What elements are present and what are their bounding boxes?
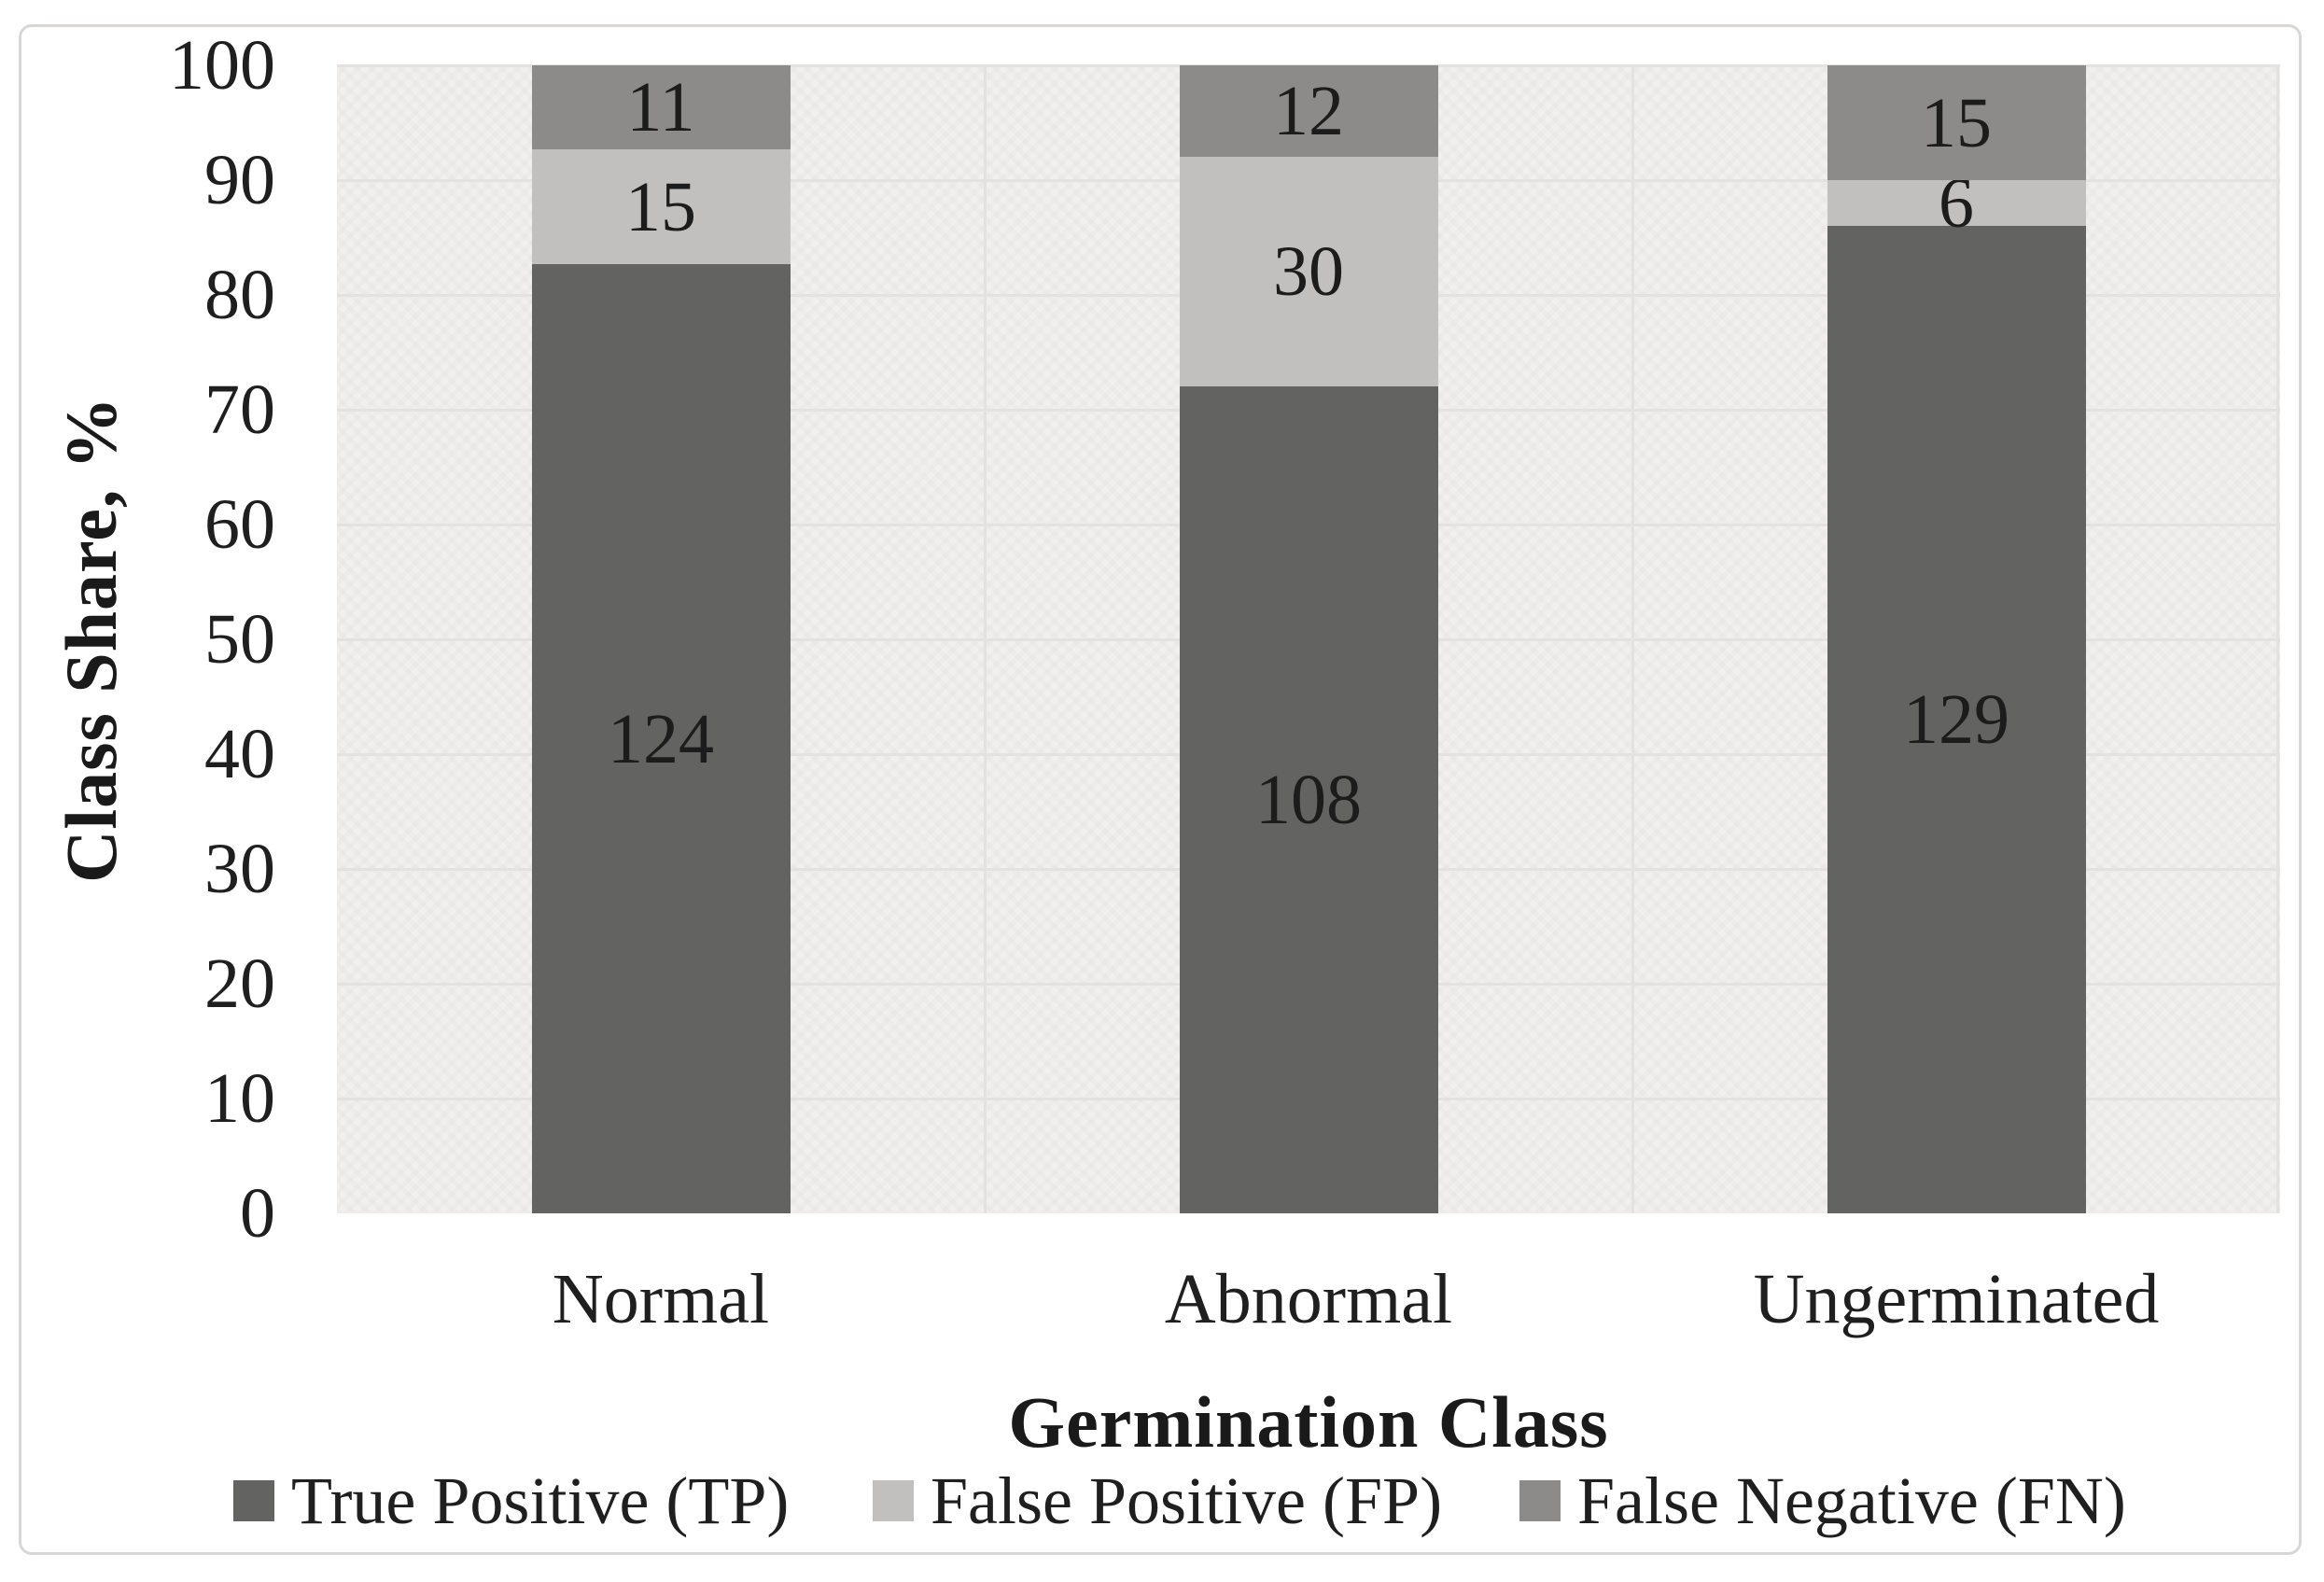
y-tick-label-90: 90: [204, 141, 275, 219]
legend-label: False Positive (FP): [931, 1463, 1443, 1538]
bar-value-label: 12: [1273, 72, 1344, 151]
y-tick-label-50: 50: [204, 600, 275, 679]
legend-swatch-icon: [873, 1480, 914, 1521]
y-tick-label-80: 80: [204, 256, 275, 334]
plot-area: 124 15 11 108 30 12 129 6 15: [337, 63, 2280, 1213]
bar-segment-normal-fn: 11: [531, 65, 791, 150]
legend-label: False Negative (FN): [1577, 1463, 2126, 1538]
y-tick-label-70: 70: [204, 371, 275, 449]
bar-segment-ungerminated-tp: 129: [1827, 226, 2086, 1213]
bar-value-label: 108: [1255, 761, 1362, 840]
bar-value-label: 15: [1921, 83, 1992, 162]
bar-segment-abnormal-tp: 108: [1179, 386, 1438, 1213]
bar-segment-normal-fp: 15: [531, 149, 791, 265]
bar-segment-abnormal-fn: 12: [1179, 65, 1438, 158]
y-tick-label-30: 30: [204, 830, 275, 908]
gridline-vertical-1: [983, 65, 987, 1213]
figure-border: [19, 24, 2302, 1555]
bar-segment-ungerminated-fp: 6: [1827, 168, 2086, 239]
gridline-vertical-2: [1631, 65, 1634, 1213]
y-tick-label-60: 60: [204, 485, 275, 564]
y-tick-label-0: 0: [240, 1174, 275, 1253]
legend-item-3: False Negative (FN): [1519, 1467, 2126, 1534]
x-tick-label-abnormal: Abnormal: [1164, 1260, 1453, 1338]
bar-segment-ungerminated-fn: 15: [1827, 65, 2086, 180]
gridline-horizontal-100: [337, 63, 2280, 67]
gridline-vertical-3: [2275, 65, 2279, 1213]
legend-item-2: False Positive (FP): [873, 1467, 1442, 1534]
bar-segment-normal-tp: 124: [531, 264, 791, 1213]
legend-item-1: True Positive (TP): [233, 1467, 789, 1534]
y-tick-label-40: 40: [204, 715, 275, 793]
legend-swatch-icon: [233, 1480, 274, 1521]
bar-value-label: 30: [1273, 232, 1344, 312]
legend-swatch-icon: [1519, 1480, 1561, 1521]
x-axis-title: Germination Class: [1008, 1381, 1609, 1463]
y-tick-label-100: 100: [169, 26, 275, 105]
y-tick-label-20: 20: [204, 945, 275, 1023]
bar-segment-abnormal-fp: 30: [1179, 157, 1438, 387]
x-tick-label-normal: Normal: [552, 1260, 770, 1338]
bar-value-label: 11: [626, 68, 695, 147]
x-tick-label-ungerminated: Ungerminated: [1753, 1260, 2160, 1338]
y-tick-label-10: 10: [204, 1059, 275, 1138]
bar-value-label: 124: [608, 699, 714, 778]
bar-value-label: 15: [625, 167, 696, 246]
legend-label: True Positive (TP): [291, 1463, 790, 1538]
bar-value-label: 129: [1903, 680, 2009, 760]
